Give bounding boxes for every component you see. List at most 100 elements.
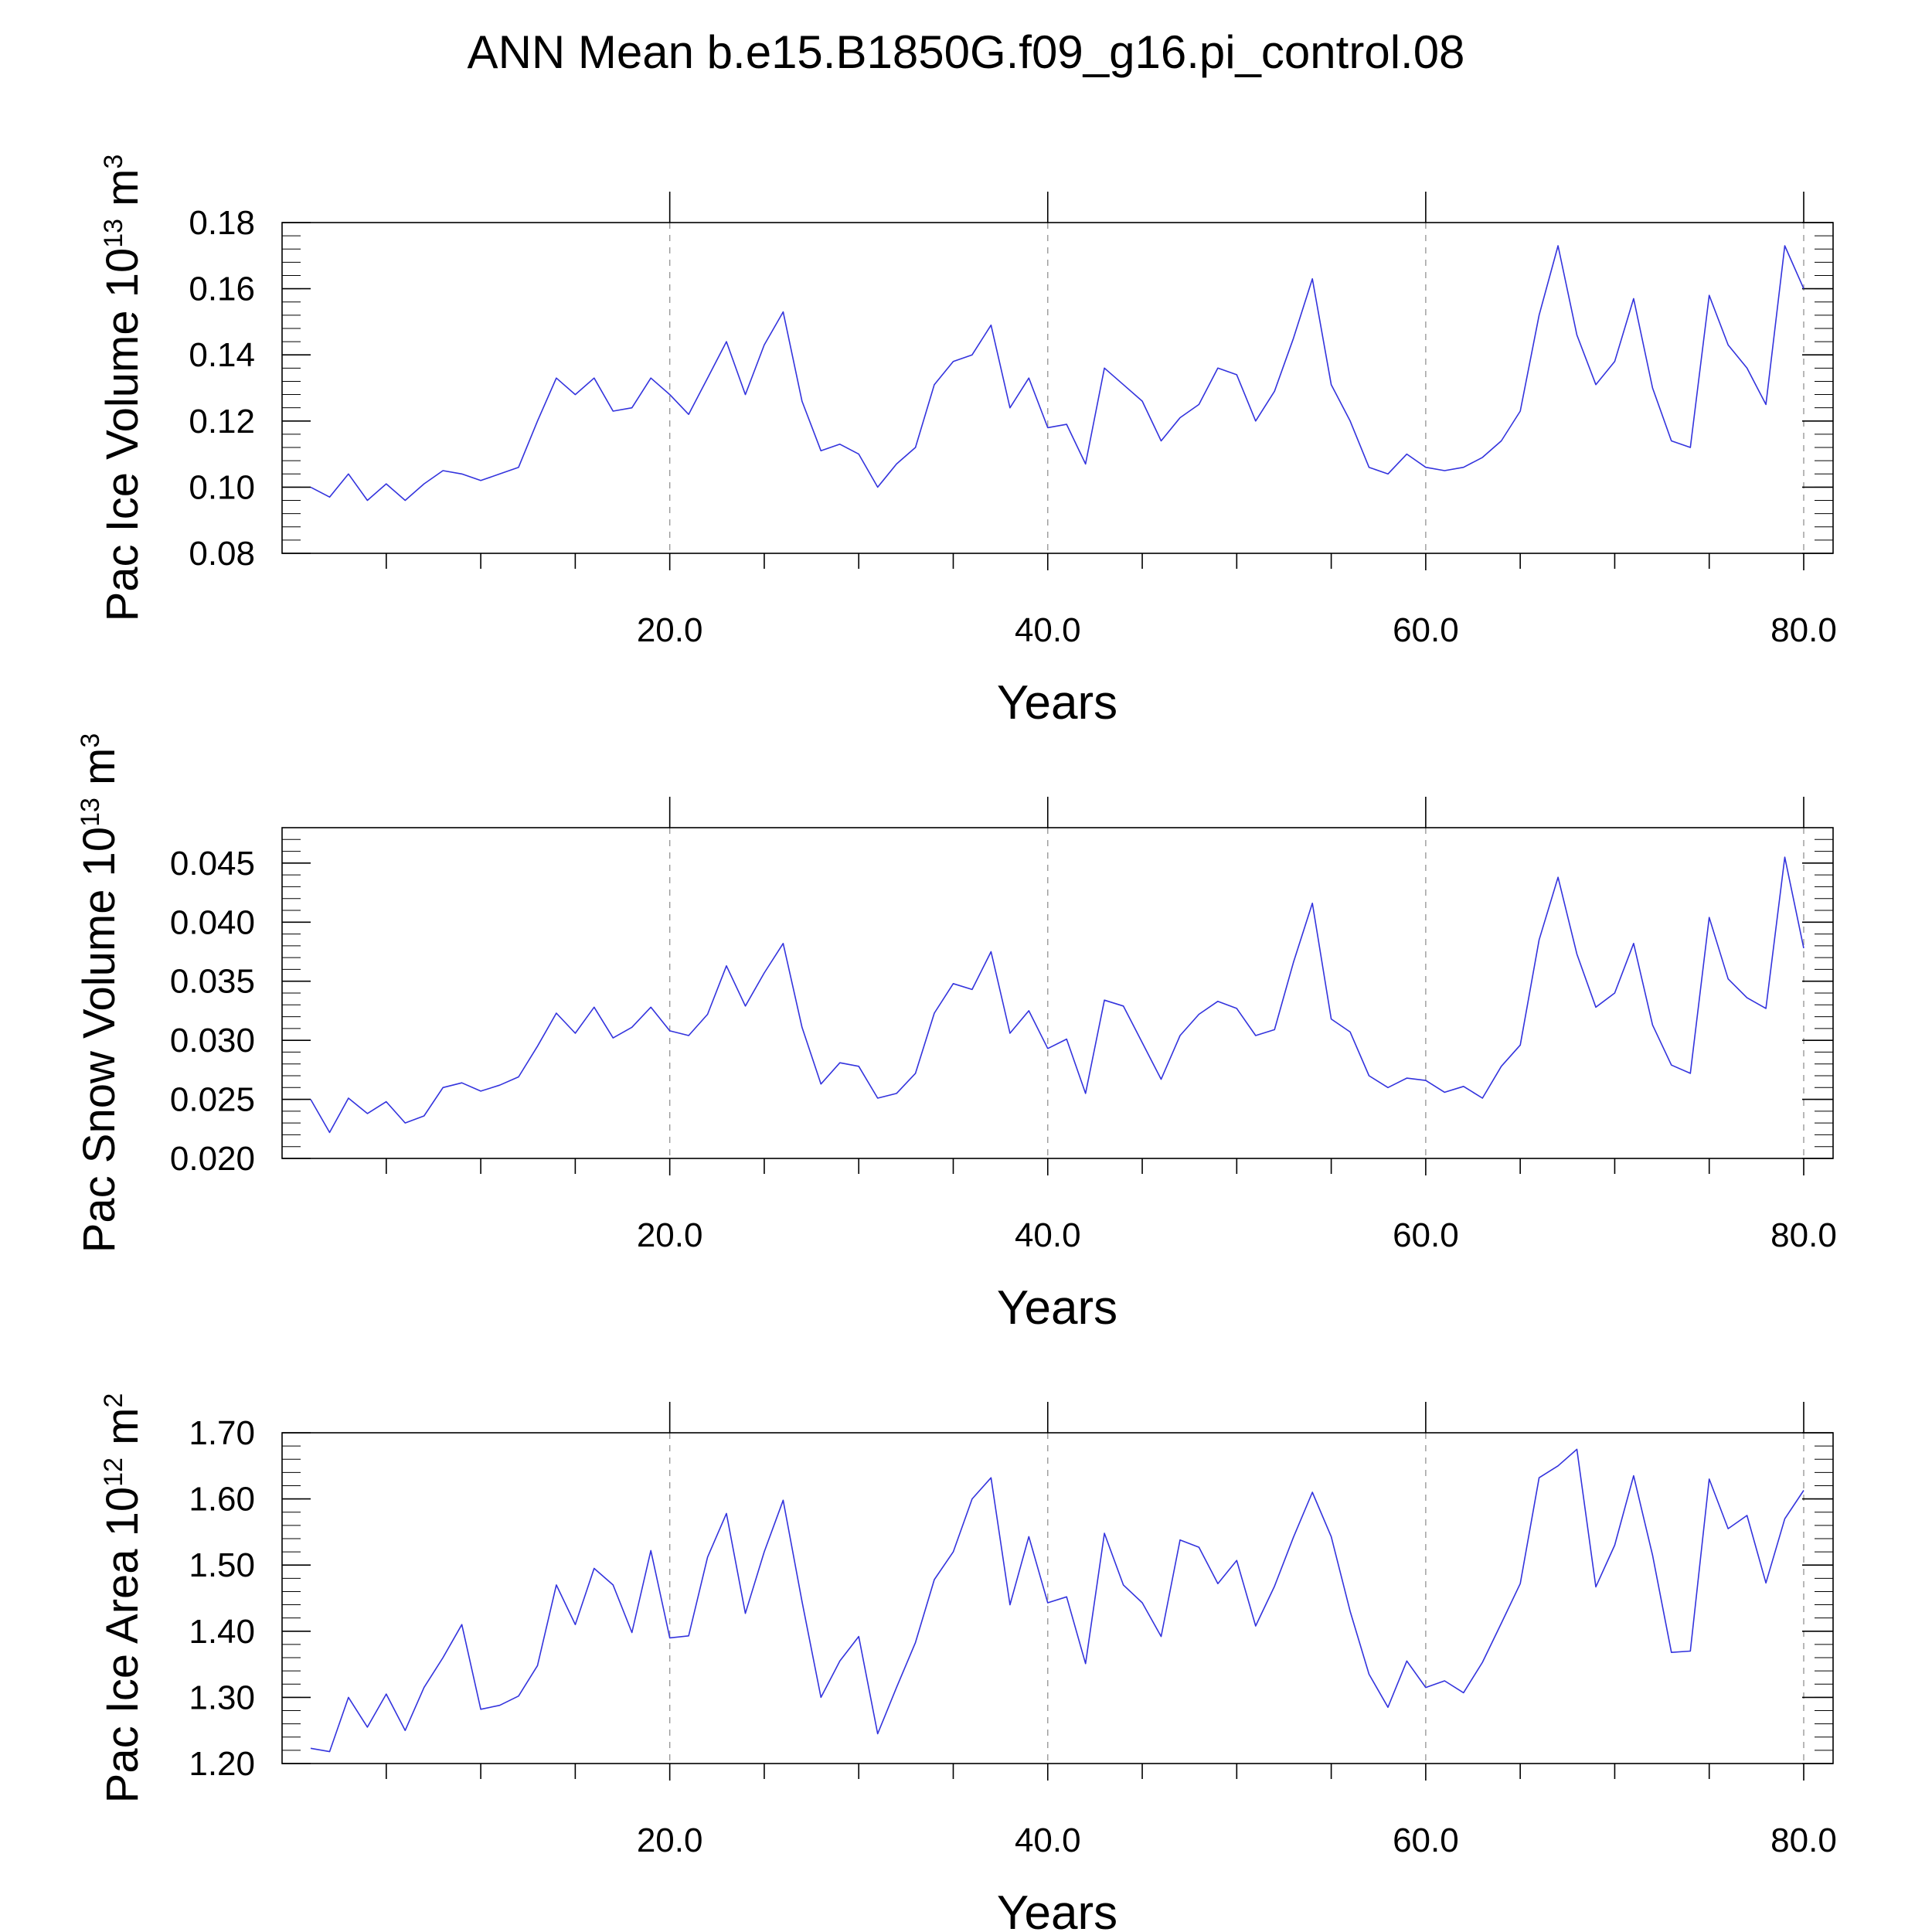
- data-point: [1235, 1559, 1238, 1562]
- y-tick-label: 0.10: [189, 468, 255, 506]
- data-point: [1784, 1517, 1787, 1520]
- data-point: [763, 971, 766, 975]
- data-point: [1065, 423, 1068, 426]
- y-axis-label-unit-exponent: 3: [76, 733, 105, 748]
- data-point: [933, 1578, 936, 1581]
- data-point: [1027, 376, 1030, 379]
- y-axis-label-unit: m: [97, 169, 148, 219]
- data-point: [309, 485, 312, 488]
- data-point: [743, 393, 747, 396]
- data-point: [706, 1556, 709, 1559]
- data-point: [1576, 1447, 1579, 1451]
- data-point: [1689, 1072, 1692, 1075]
- series-line: [310, 856, 1804, 1134]
- data-point: [366, 499, 369, 502]
- data-point: [631, 1026, 634, 1029]
- data-point: [536, 420, 539, 423]
- data-point: [1556, 876, 1560, 879]
- data-point: [1160, 1635, 1163, 1638]
- data-point: [1538, 938, 1541, 941]
- data-point: [1519, 1582, 1522, 1585]
- data-point: [725, 1512, 728, 1515]
- data-point: [1764, 1581, 1767, 1584]
- data-point: [498, 1704, 502, 1707]
- y-tick-label: 1.30: [189, 1679, 255, 1716]
- data-point: [1538, 314, 1541, 317]
- data-point: [1065, 1038, 1068, 1041]
- data-point: [403, 1121, 406, 1124]
- data-point: [1065, 1595, 1068, 1598]
- x-tick-label: 20.0: [637, 1821, 703, 1859]
- data-point: [1538, 1476, 1541, 1479]
- data-point: [1084, 1092, 1087, 1095]
- data-point: [1349, 420, 1352, 423]
- x-tick-label: 80.0: [1770, 1821, 1837, 1859]
- data-point: [1046, 1047, 1049, 1050]
- data-point: [461, 472, 464, 475]
- data-point: [687, 413, 690, 416]
- data-point: [328, 1131, 331, 1134]
- y-axis-label-exponent: 13: [76, 798, 105, 827]
- y-tick-label: 0.16: [189, 270, 255, 308]
- data-point: [555, 1583, 558, 1587]
- data-point: [441, 1086, 444, 1089]
- data-point: [441, 469, 444, 472]
- data-point: [1613, 1544, 1616, 1547]
- data-point: [725, 340, 728, 343]
- y-axis-label-exponent: 12: [99, 1458, 128, 1487]
- data-point: [1311, 1491, 1314, 1494]
- data-point: [1330, 1535, 1333, 1538]
- data-point: [725, 964, 728, 968]
- data-point: [1160, 439, 1163, 442]
- plot-frame: [281, 827, 1834, 1159]
- data-point: [781, 311, 784, 314]
- data-point: [1405, 1077, 1408, 1080]
- data-point: [1311, 277, 1314, 281]
- data-point: [517, 1076, 520, 1079]
- data-point: [1670, 439, 1673, 442]
- data-point: [857, 1065, 860, 1068]
- data-point: [347, 1097, 350, 1100]
- y-tick-label: 0.14: [189, 336, 255, 374]
- y-axis-label-text: Pac Ice Volume 10: [97, 248, 148, 622]
- data-point: [801, 1600, 804, 1603]
- data-point: [1443, 1679, 1446, 1682]
- data-point: [1349, 1030, 1352, 1033]
- y-tick-label: 0.035: [170, 963, 255, 1001]
- x-axis-label: Years: [997, 1886, 1117, 1932]
- data-point: [461, 1623, 464, 1626]
- data-point: [1235, 373, 1238, 376]
- data-point: [1046, 1601, 1049, 1604]
- data-point: [517, 1695, 520, 1698]
- y-axis-label-text: Pac Ice Area 10: [97, 1487, 148, 1803]
- data-point: [1368, 466, 1371, 469]
- data-point: [366, 1112, 369, 1115]
- data-point: [366, 1726, 369, 1729]
- x-tick-label: 80.0: [1770, 1216, 1837, 1254]
- data-point: [1179, 417, 1182, 420]
- data-point: [573, 393, 577, 396]
- data-point: [1443, 1090, 1446, 1094]
- plot-frame: [281, 222, 1834, 554]
- data-point: [1424, 1079, 1427, 1082]
- data-point: [1689, 1649, 1692, 1652]
- data-point: [385, 482, 388, 485]
- data-point: [1027, 1535, 1030, 1538]
- data-point: [1802, 287, 1805, 291]
- y-tick-label: 1.50: [189, 1546, 255, 1584]
- data-point: [1651, 1553, 1654, 1556]
- data-point: [838, 1659, 842, 1662]
- data-point: [1500, 439, 1503, 442]
- y-tick-label: 1.40: [189, 1613, 255, 1651]
- data-point: [1292, 337, 1295, 340]
- data-point: [1368, 1672, 1371, 1675]
- data-point: [1726, 1527, 1730, 1530]
- data-point: [895, 1092, 898, 1095]
- data-point: [1424, 466, 1427, 469]
- x-axis-label: Years: [997, 676, 1117, 730]
- data-point: [1027, 1009, 1030, 1012]
- data-point: [1405, 453, 1408, 456]
- data-point: [1556, 244, 1560, 247]
- data-point: [649, 1549, 652, 1552]
